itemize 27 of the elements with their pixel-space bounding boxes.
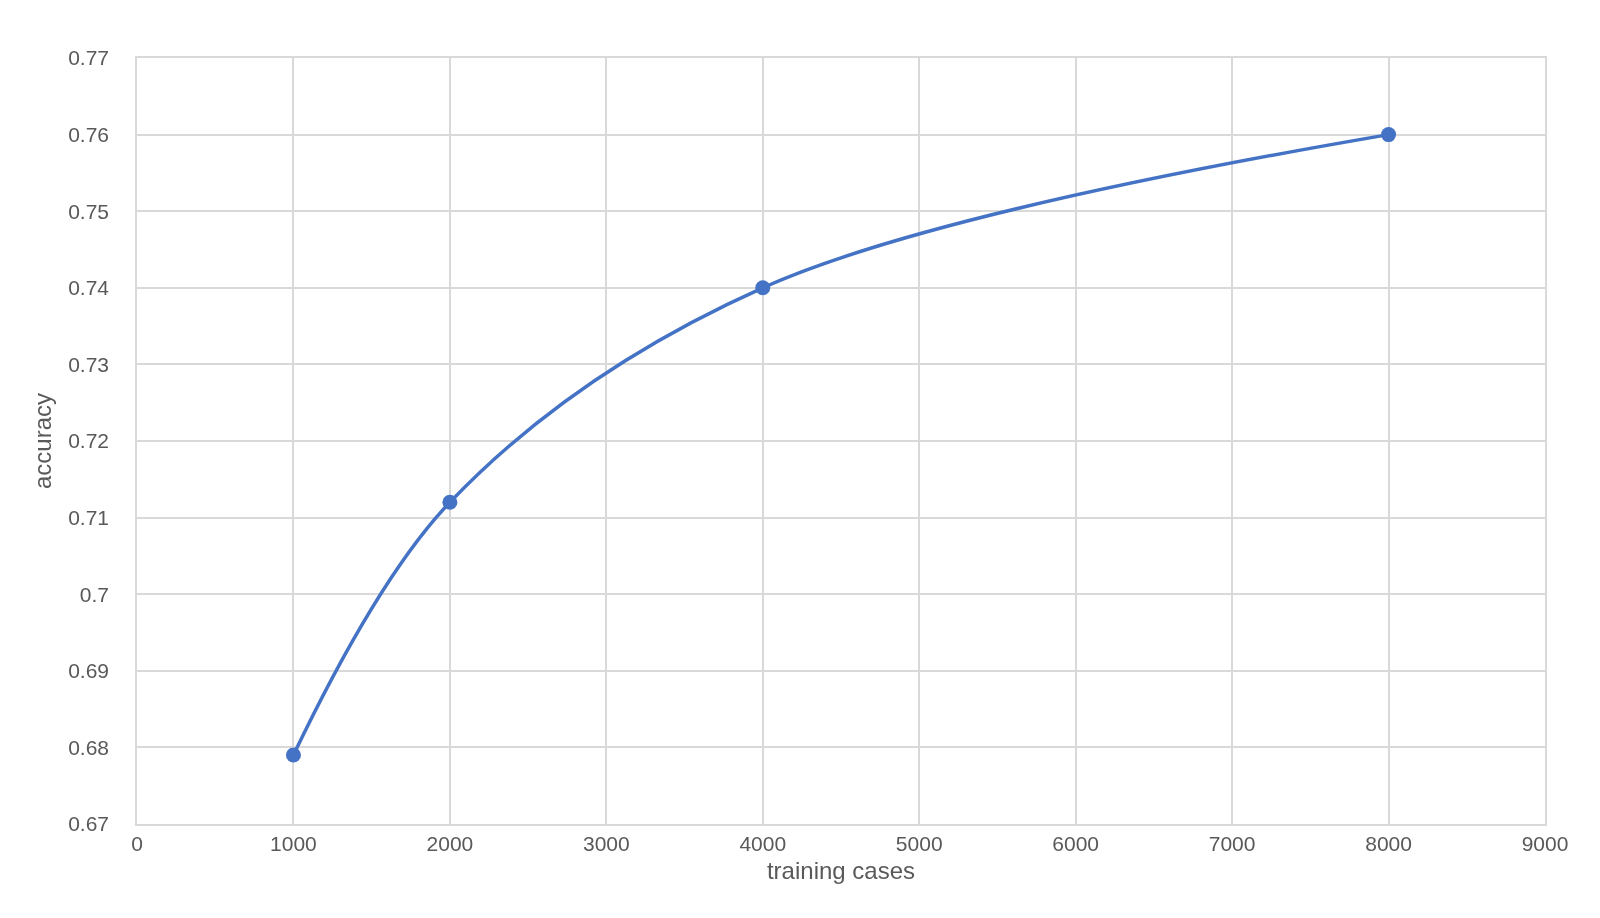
x-tick-label: 5000	[895, 831, 943, 855]
x-tick-label: 4000	[739, 831, 787, 855]
y-tick-label: 0.7	[79, 582, 110, 606]
x-tick-label: 8000	[1365, 831, 1412, 855]
y-tick-label: 0.74	[68, 276, 110, 300]
x-tick-label: 6000	[1052, 831, 1100, 855]
y-tick-label: 0.76	[68, 122, 110, 146]
y-tick-label: 0.72	[68, 429, 110, 453]
point	[285, 747, 301, 763]
y-tick-label: 0.77	[68, 46, 110, 70]
x-axis-title: training cases	[766, 856, 916, 884]
y-tick-label: 0.68	[68, 735, 110, 759]
y-tick-label: 0.75	[68, 199, 110, 223]
point	[1381, 127, 1397, 143]
point	[755, 280, 771, 296]
y-tick-label: 0.73	[68, 352, 110, 376]
y-tick-label: 0.71	[68, 505, 110, 529]
y-tick-label: 0.67	[68, 812, 110, 836]
y-tick-label: 0.69	[68, 659, 110, 683]
x-tick-label: 9000	[1521, 831, 1569, 855]
point	[442, 494, 458, 510]
x-tick-label: 1000	[270, 831, 317, 855]
y-axis-title: accuracy	[28, 392, 56, 490]
x-tick-label: 0	[131, 831, 143, 855]
x-tick-label: 3000	[582, 831, 630, 855]
x-tick-label: 7000	[1208, 831, 1256, 855]
x-tick-label: 2000	[426, 831, 474, 855]
